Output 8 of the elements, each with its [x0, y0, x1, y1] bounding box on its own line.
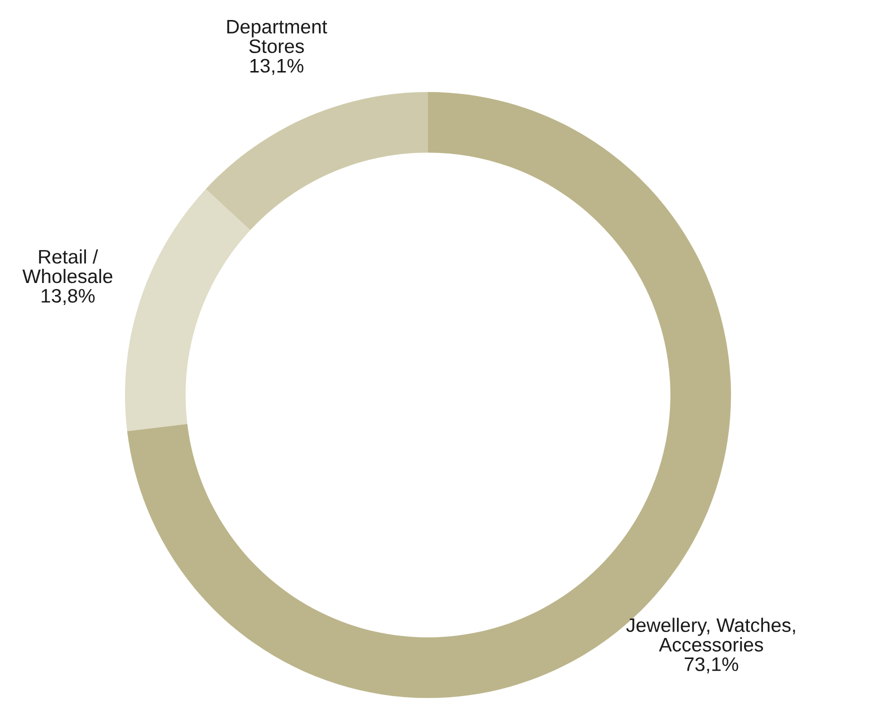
data-label: 73,1%: [684, 657, 738, 674]
slice-label: Retail / Wholesale: [22, 249, 112, 284]
data-label: 13,8%: [42, 288, 95, 306]
data-label: 13,1%: [250, 58, 304, 75]
donut-slice: [125, 188, 250, 432]
slice-label: Jewellery, Watches, Accessories: [626, 618, 795, 652]
slice-label: Department Stores: [227, 20, 328, 54]
donut-slice: [206, 92, 428, 230]
